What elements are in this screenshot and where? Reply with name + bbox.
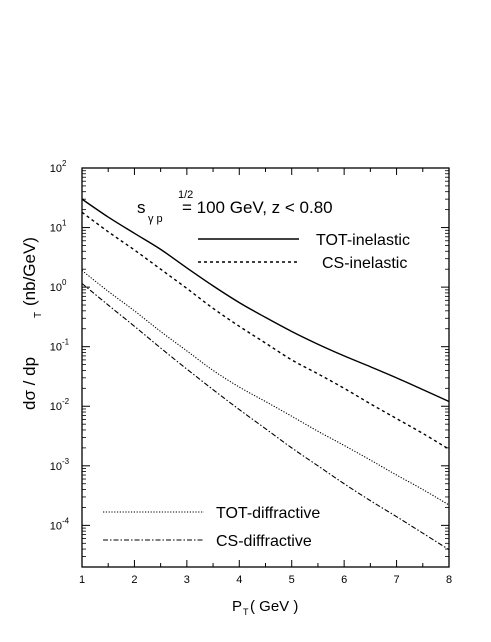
y-tick-label: 10: [50, 282, 62, 294]
legend-label-tot-inelastic: TOT-inelastic: [316, 232, 410, 249]
x-tick-label: 7: [394, 574, 400, 586]
y-tick-label-exp: 0: [62, 278, 67, 287]
y-tick-label: 10: [50, 401, 62, 413]
legend-label-cs-inelastic: CS-inelastic: [322, 255, 407, 272]
x-tick-label: 2: [131, 574, 137, 586]
y-tick-label-exp: 1: [62, 219, 67, 228]
y-axis-title-sub: T: [33, 312, 44, 318]
x-tick-label: 3: [184, 574, 190, 586]
text-group: sγ p1/2 = 100 GeV, z < 0.80P T( GeV )dσ /…: [20, 189, 333, 617]
y-tick-label-exp: -1: [62, 338, 70, 347]
series-line-tot-diffractive: [81, 270, 450, 506]
annotation-text: = 100 GeV, z < 0.80: [182, 198, 333, 217]
y-tick-label: 10: [50, 520, 62, 532]
series-line-cs-inelastic: [81, 211, 450, 450]
y-axis-title-group: dσ / dp T (nb/GeV): [20, 237, 44, 410]
y-tick-label-exp: 2: [62, 159, 67, 168]
annotation-s: s: [137, 198, 146, 217]
y-axis-title: dσ / dp: [20, 357, 39, 410]
legend-group: TOT-inelastic CS-inelastic TOT-diffractive…: [103, 232, 410, 550]
legend-label-cs-diffractive: CS-diffractive: [216, 533, 312, 550]
annotation-superscript: 1/2: [178, 189, 193, 201]
y-tick-label-exp: -2: [62, 397, 70, 406]
y-tick-label: 10: [50, 163, 62, 175]
x-axis-title: P: [232, 598, 242, 615]
x-axis-title-sub: T: [243, 607, 249, 617]
y-tick-label: 10: [50, 461, 62, 473]
y-tick-label-exp: -3: [62, 457, 70, 466]
series-line-tot-inelastic: [81, 198, 450, 403]
y-tick-label-exp: -4: [62, 516, 70, 525]
x-tick-label: 5: [289, 574, 295, 586]
y-tick-label: 10: [50, 223, 62, 235]
y-tick-label: 10: [50, 342, 62, 354]
series-group: [81, 198, 450, 551]
series-line-cs-diffractive: [81, 283, 450, 551]
annotation-subscript: γ p: [148, 213, 163, 225]
x-tick-label: 8: [446, 574, 452, 586]
y-axis-title-unit: (nb/GeV): [20, 237, 39, 306]
legend-label-tot-diffractive: TOT-diffractive: [216, 505, 320, 522]
x-tick-label: 1: [79, 574, 85, 586]
x-tick-label: 4: [236, 574, 242, 586]
x-tick-label: 6: [341, 574, 347, 586]
x-axis-title-unit: ( GeV ): [250, 598, 298, 615]
